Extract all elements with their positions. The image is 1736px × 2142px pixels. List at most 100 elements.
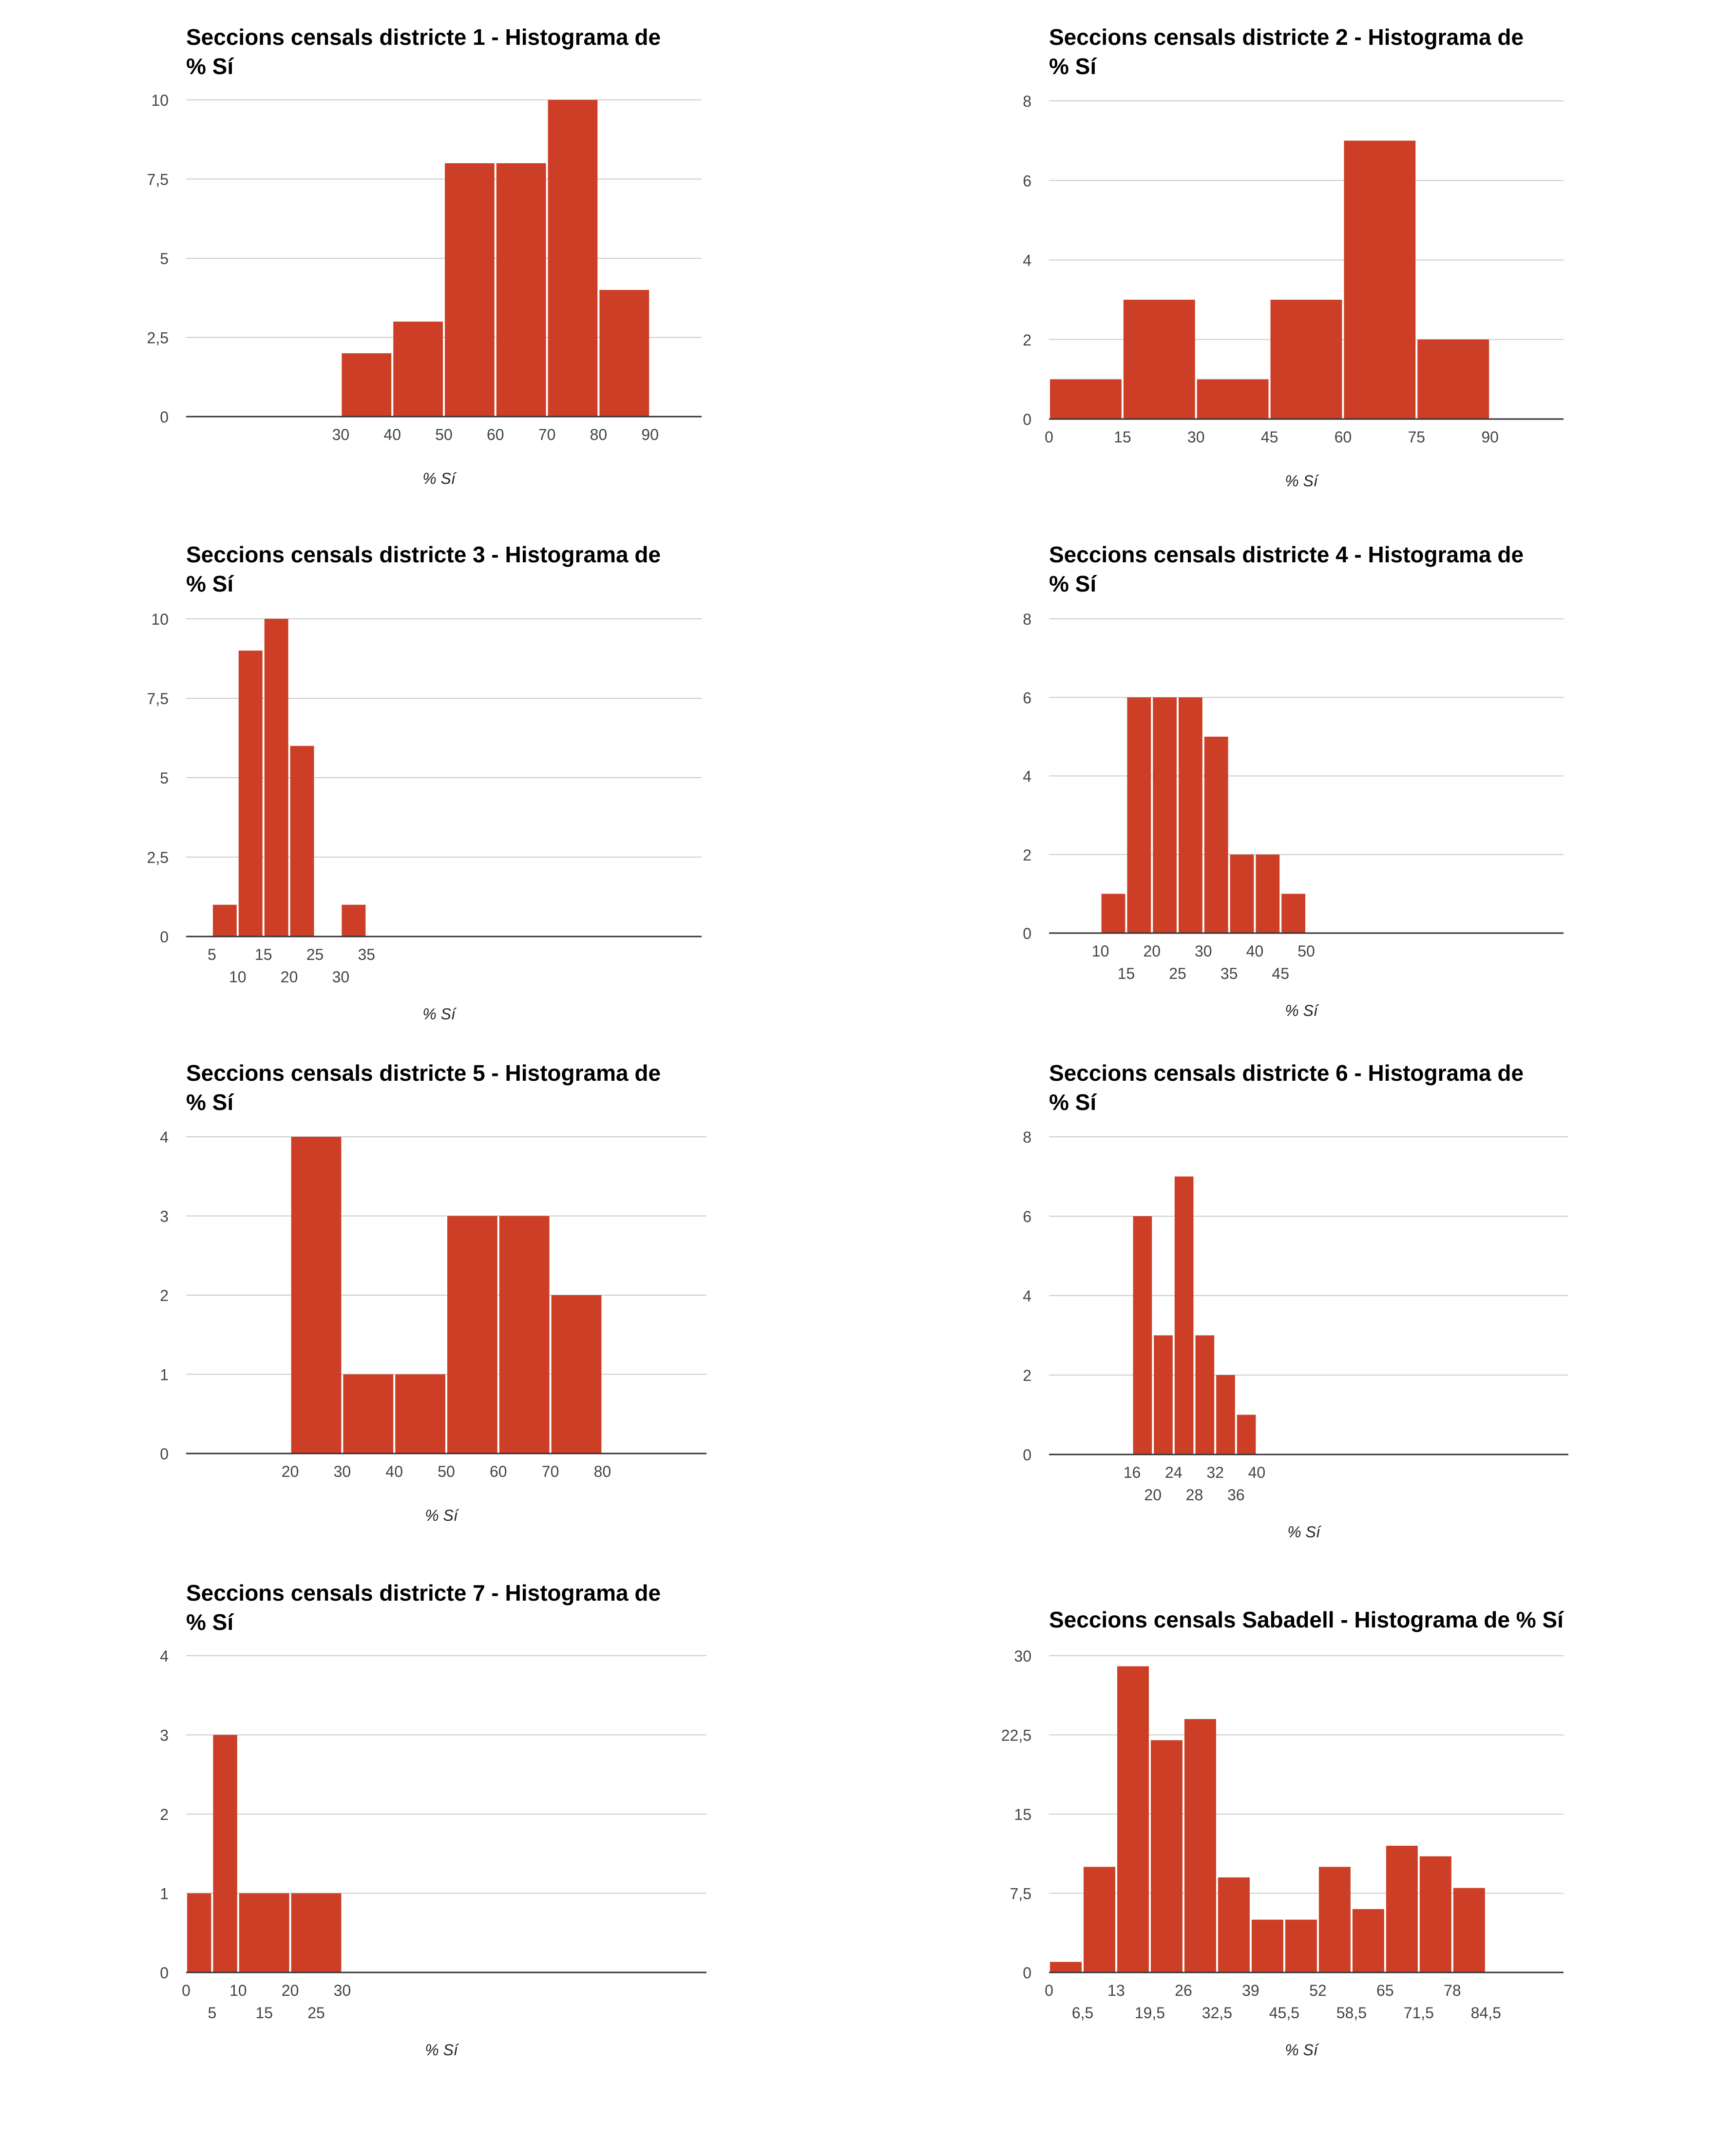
x-tick-label: 30 [332,968,350,986]
x-tick-label: 30 [1187,428,1205,446]
y-tick-label: 1 [160,1366,169,1384]
x-tick-label: 40 [1248,1464,1266,1481]
histogram-chart-7: Seccions censals districte 7 - Histogram… [160,1580,706,2059]
chart-title: Seccions censals Sabadell - Histograma d… [1049,1607,1564,1632]
x-tick-label: 0 [1045,1982,1053,1999]
histogram-bar [343,1374,394,1454]
chart-title: Seccions censals districte 3 - Histogram… [186,542,661,596]
x-tick-label: 35 [1221,965,1238,982]
x-tick-label: 39 [1242,1982,1259,1999]
chart-title: Seccions censals districte 1 - Histogram… [186,24,661,79]
x-tick-label: 45 [1272,965,1289,982]
x-tick-label: 32 [1206,1464,1224,1481]
histogram-bar [1419,1856,1451,1972]
histogram-bar [1417,339,1489,419]
y-tick-label: 0 [1023,1446,1031,1464]
histogram-bar [238,650,263,937]
y-tick-label: 6 [1023,1208,1031,1225]
y-tick-label: 0 [160,928,169,946]
y-tick-label: 2 [160,1806,169,1823]
histogram-bar [213,1735,237,1972]
histogram-bar [447,1216,497,1454]
x-tick-label: 13 [1107,1982,1125,1999]
histogram-bar [291,1893,342,1972]
y-tick-label: 5 [160,250,169,268]
y-tick-label: 10 [151,92,169,109]
histogram-bar [1153,697,1177,933]
histogram-bar [1218,1877,1250,1972]
histogram-bar [1230,854,1254,933]
x-tick-label: 26 [1175,1982,1192,1999]
histogram-bar [1285,1919,1317,1972]
histogram-bar [1101,894,1126,933]
x-tick-label: 10 [229,1982,247,1999]
histogram-chart-6: Seccions censals districte 6 - Histogram… [1023,1060,1568,1541]
histogram-chart-8: Seccions censals Sabadell - Histograma d… [1001,1607,1564,2059]
histogram-bar [187,1893,211,1972]
x-tick-label: 45,5 [1269,2004,1299,2022]
x-tick-label: 20 [282,1463,299,1480]
y-tick-label: 8 [1023,611,1031,628]
x-tick-label: 45 [1261,428,1278,446]
y-tick-label: 0 [1023,925,1031,942]
x-tick-label: 15 [1118,965,1135,982]
x-tick-label: 20 [282,1982,299,1999]
histogram-bar [212,904,237,937]
y-tick-label: 2 [1023,331,1031,349]
y-tick-label: 3 [160,1208,169,1225]
x-tick-label: 84,5 [1471,2004,1501,2022]
x-tick-label: 80 [590,426,608,443]
y-tick-label: 2,5 [147,849,169,866]
x-tick-label: 90 [1481,428,1499,446]
x-tick-label: 40 [383,426,401,443]
chart-title: Seccions censals districte 7 - Histogram… [186,1580,661,1635]
y-tick-label: 6 [1023,172,1031,190]
y-tick-label: 4 [1023,768,1031,785]
histogram-bar [1174,1176,1194,1454]
x-tick-label: 20 [1143,942,1161,960]
chart-title: Seccions censals districte 5 - Histogram… [186,1060,661,1115]
histogram-chart-2: Seccions censals districte 2 - Histogram… [1023,24,1564,490]
y-tick-label: 3 [160,1727,169,1744]
x-tick-label: 58,5 [1336,2004,1367,2022]
x-tick-label: 20 [1144,1486,1162,1504]
x-tick-label: 10 [1092,942,1109,960]
x-tick-label: 16 [1124,1464,1141,1481]
x-tick-label: 70 [542,1463,559,1480]
histogram-bar [496,163,546,417]
y-tick-label: 7,5 [1010,1885,1031,1903]
x-tick-label: 15 [255,946,272,963]
y-tick-label: 0 [160,1445,169,1463]
histogram-bar [1386,1846,1418,1972]
x-tick-label: 71,5 [1404,2004,1434,2022]
histogram-bar [1195,1335,1215,1454]
y-tick-label: 7,5 [147,690,169,708]
histogram-bar [395,1374,445,1454]
histogram-bar [548,100,598,417]
histogram-chart-5: Seccions censals districte 5 - Histogram… [160,1060,706,1524]
histogram-bar [393,322,443,417]
y-tick-label: 2 [1023,846,1031,864]
x-tick-label: 28 [1186,1486,1203,1504]
histogram-bar [445,163,495,417]
x-tick-label: 78 [1444,1982,1461,1999]
x-tick-label: 5 [208,2004,217,2022]
chart-title: Seccions censals districte 2 - Histogram… [1049,24,1524,79]
x-tick-label: 25 [307,2004,325,2022]
histogram-chart-4: Seccions censals districte 4 - Histogram… [1023,542,1564,1019]
histogram-bar [1179,697,1202,933]
y-tick-label: 4 [160,1128,169,1146]
x-tick-label: 50 [1297,942,1315,960]
histogram-bar [1281,894,1305,933]
x-tick-label: 10 [229,968,247,986]
histogram-bar [1154,1335,1173,1454]
x-tick-label: 15 [255,2004,273,2022]
x-tick-label: 30 [1195,942,1212,960]
y-tick-label: 0 [160,1964,169,1982]
x-tick-label: 25 [306,946,324,963]
y-tick-label: 0 [160,408,169,426]
histogram-bar [1237,1415,1256,1454]
x-tick-label: 0 [1045,428,1053,446]
x-tick-label: 30 [332,426,350,443]
